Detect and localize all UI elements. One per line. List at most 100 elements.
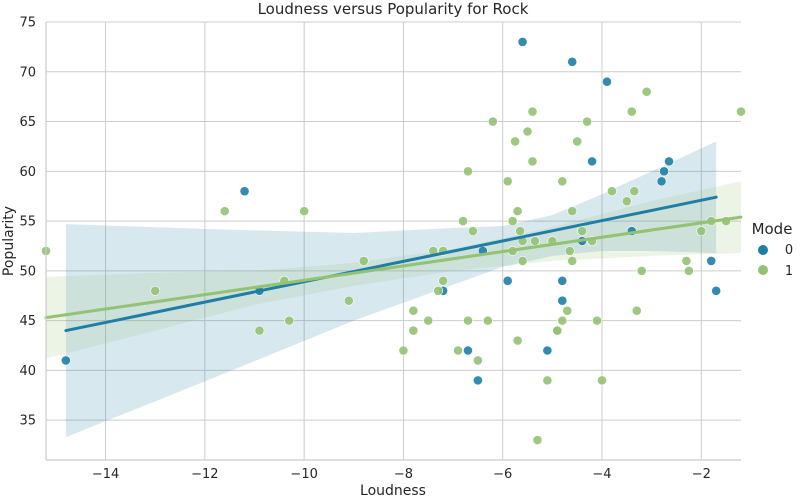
y-axis-label: Popularity [1,206,17,276]
point-mode-1 [631,305,642,316]
y-tick-label: 65 [19,115,36,130]
point-mode-1 [592,315,602,326]
point-mode-1 [626,106,637,117]
point-mode-1 [423,315,434,326]
point-mode-1 [512,206,523,217]
point-mode-1 [438,275,449,286]
point-mode-1 [567,256,578,266]
point-mode-1 [254,325,265,336]
scatter-points [41,37,746,445]
y-tick-label: 50 [19,264,36,279]
ci-band-0 [65,141,717,438]
x-axis-label: Loudness [360,483,426,499]
point-mode-0 [664,156,674,167]
legend-title: Mode [752,220,793,238]
tick-labels: −14 −12 −10 −8 −6 −4 −2 35 40 45 50 55 60 65 70 75 [19,16,710,483]
regression-line-0 [64,195,718,333]
point-mode-1 [463,315,473,326]
point-mode-1 [597,375,607,386]
point-mode-1 [219,206,230,217]
point-mode-0 [463,345,473,356]
x-tick-label: −14 [92,467,119,482]
point-mode-0 [656,176,667,187]
point-mode-1 [577,226,588,236]
y-tick-label: 60 [19,165,36,180]
point-mode-1 [636,265,647,276]
point-mode-1 [487,116,498,127]
point-mode-1 [629,186,640,197]
point-mode-1 [358,256,369,266]
point-mode-0 [239,186,250,197]
y-tick-label: 45 [19,314,36,329]
legend-label-1: 1 [785,264,793,279]
point-mode-1 [607,186,617,197]
point-mode-1 [557,315,568,326]
point-mode-1 [542,375,553,386]
regression-line-1 [44,215,743,320]
y-tick-label: 40 [19,364,36,379]
regression-lines [44,195,743,333]
point-mode-1 [472,355,483,366]
grid [46,21,741,460]
point-mode-1 [621,196,632,207]
point-mode-1 [681,256,692,266]
point-mode-1 [512,335,523,346]
point-mode-0 [502,275,513,286]
plot-area [46,22,741,460]
y-tick-label: 75 [19,16,36,31]
legend-label-0: 0 [785,243,793,258]
point-mode-0 [517,37,528,47]
point-mode-1 [567,206,578,217]
point-mode-1 [572,136,583,147]
x-tick-label: −4 [592,467,611,482]
axes [45,22,741,461]
point-mode-1 [736,106,746,117]
point-mode-1 [468,226,478,236]
legend-marker-1 [758,265,768,275]
point-mode-1 [527,106,538,117]
point-mode-1 [641,86,652,97]
point-mode-1 [527,156,538,167]
point-mode-0 [602,76,612,87]
point-mode-1 [343,295,354,306]
point-mode-0 [587,156,597,167]
point-mode-0 [557,295,568,306]
point-mode-1 [562,305,573,316]
point-mode-1 [582,116,593,127]
x-tick-label: −12 [191,467,218,482]
confidence-bands [46,141,741,438]
x-tick-label: −2 [692,467,711,482]
point-mode-1 [532,435,543,445]
point-mode-1 [433,285,444,296]
chart-title: Loudness versus Popularity for Rock [258,0,529,18]
point-mode-1 [507,216,518,226]
point-mode-1 [696,226,707,236]
point-mode-0 [706,256,717,266]
point-mode-1 [463,166,473,177]
ci-band-1 [46,181,741,359]
x-tick-label: −6 [493,467,512,482]
point-mode-1 [150,285,161,296]
point-mode-0 [567,56,578,67]
x-tick-label: −8 [394,467,413,482]
point-mode-1 [502,176,513,187]
point-mode-1 [552,325,563,336]
point-mode-0 [542,345,553,356]
y-tick-label: 55 [19,215,36,230]
legend-marker-0 [758,245,768,255]
point-mode-1 [482,315,493,326]
point-mode-1 [453,345,463,356]
point-mode-1 [408,305,419,316]
point-mode-1 [557,176,568,187]
y-tick-label: 70 [19,65,36,80]
point-mode-1 [408,325,419,336]
point-mode-1 [564,246,575,256]
point-mode-1 [515,226,525,236]
point-mode-1 [530,236,540,246]
legend: Mode 0 1 [752,220,794,279]
point-mode-1 [458,216,468,226]
point-mode-1 [299,206,310,217]
point-mode-0 [659,166,669,177]
point-mode-0 [472,375,483,386]
